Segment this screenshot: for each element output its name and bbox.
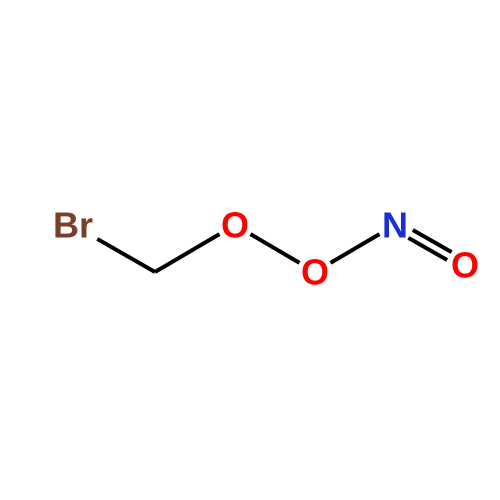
molecule-diagram: Br O O N O — [0, 0, 500, 500]
atom-o: O — [221, 205, 249, 246]
atom-o: O — [301, 252, 329, 293]
atom-o: O — [451, 245, 479, 286]
bond-double — [408, 238, 447, 260]
bond-single — [331, 234, 380, 263]
bond-single — [251, 234, 300, 263]
atom-n: N — [382, 205, 408, 246]
bond-single — [155, 234, 219, 272]
atom-br: Br — [53, 205, 93, 246]
bond-double — [413, 230, 452, 252]
bond-single — [97, 239, 155, 272]
